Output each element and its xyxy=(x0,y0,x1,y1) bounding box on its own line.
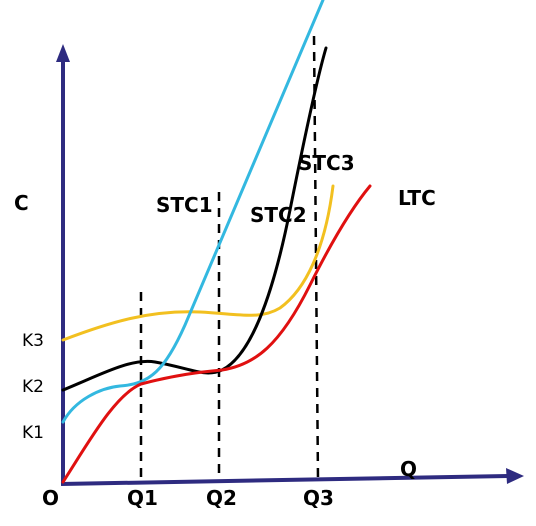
tick-label-q2: Q2 xyxy=(206,486,237,510)
y-axis-label: C xyxy=(14,191,29,215)
q3-guide-line xyxy=(312,35,320,481)
y-axis-arrowhead xyxy=(56,44,70,62)
x-axis xyxy=(60,474,509,486)
stc1-label: STC1 xyxy=(156,193,213,217)
tick-label-k1: K1 xyxy=(22,423,44,443)
x-axis-label: Q xyxy=(400,457,417,481)
ltc-label: LTC xyxy=(398,186,436,210)
stc3-label: STC3 xyxy=(298,151,355,175)
stc1-curve xyxy=(61,0,325,424)
ltc-curve xyxy=(61,184,372,484)
tick-label-k2: K2 xyxy=(22,377,44,397)
tick-label-q3: Q3 xyxy=(303,486,334,510)
tick-label-k3: K3 xyxy=(22,331,44,351)
tick-label-q1: Q1 xyxy=(127,486,158,510)
stc3-curve xyxy=(61,184,335,342)
origin-label: O xyxy=(42,486,59,510)
x-axis-arrowhead xyxy=(506,468,524,484)
stc2-label: STC2 xyxy=(250,203,307,227)
stc2-curve xyxy=(61,46,328,392)
